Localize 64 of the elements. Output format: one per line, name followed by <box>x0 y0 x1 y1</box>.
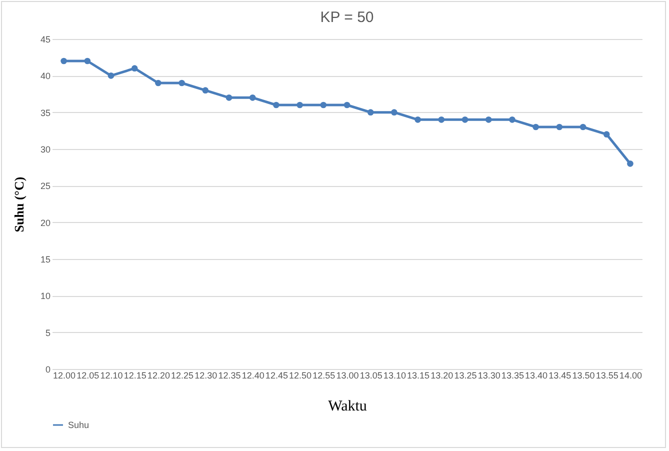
x-tick-label: 12.15 <box>124 370 146 380</box>
point <box>108 72 114 79</box>
x-tick-label: 13.20 <box>430 370 454 380</box>
x-tick-label: 13.50 <box>572 370 595 380</box>
point <box>273 102 280 108</box>
x-tick-label: 12.45 <box>265 370 288 380</box>
y-tick-label: 45 <box>40 34 50 44</box>
y-tick-label: 40 <box>40 71 50 82</box>
point <box>627 160 634 167</box>
point <box>438 116 445 123</box>
legend-label: Suhu <box>68 420 90 430</box>
point <box>249 94 256 101</box>
y-tick-label: 10 <box>40 291 50 302</box>
x-axis-title: Waktu <box>328 398 368 414</box>
point <box>155 80 162 86</box>
y-tick-label: 15 <box>40 254 50 264</box>
x-tick-label: 13.25 <box>454 370 477 380</box>
x-tick-label: 12.50 <box>289 370 312 380</box>
chart-title: KP = 50 <box>320 9 374 26</box>
y-axis-title: Suhu (°C) <box>11 176 26 232</box>
x-tick-label: 12.25 <box>171 370 194 380</box>
x-tick-label: 13.05 <box>360 370 382 380</box>
point <box>84 58 91 64</box>
point <box>367 109 374 116</box>
point <box>556 124 563 130</box>
x-tick-label: 12.10 <box>100 370 123 380</box>
point <box>580 124 586 130</box>
point <box>178 80 185 86</box>
x-tick-label: 12.30 <box>194 370 218 380</box>
y-tick-label: 30 <box>40 144 50 154</box>
point <box>603 131 610 138</box>
x-tick-label: 13.55 <box>596 370 618 380</box>
x-tick-label: 13.15 <box>407 370 430 380</box>
x-tick-label: 13.35 <box>501 370 524 380</box>
point <box>391 109 398 116</box>
y-tick-label: 5 <box>45 328 50 338</box>
x-tick-label: 12.05 <box>76 370 100 380</box>
y-tick-label: 25 <box>40 181 50 192</box>
x-tick-label: 13.40 <box>525 370 548 380</box>
x-tick-label: 12.55 <box>312 370 336 380</box>
x-tick-label: 12.40 <box>242 370 264 380</box>
point <box>532 124 539 130</box>
point <box>414 116 421 123</box>
y-tick-label: 35 <box>40 108 50 118</box>
x-tick-label: 13.00 <box>336 370 359 380</box>
point <box>296 102 303 108</box>
x-tick-label: 14.00 <box>619 370 642 380</box>
point <box>462 116 468 123</box>
x-tick-label: 12.00 <box>53 370 76 380</box>
x-tick-label: 12.35 <box>218 370 241 380</box>
point <box>226 94 232 101</box>
x-tick-label: 13.45 <box>548 370 572 380</box>
y-tick-label: 0 <box>45 364 50 374</box>
point <box>320 102 327 108</box>
x-tick-label: 12.20 <box>147 370 170 380</box>
x-tick-label: 13.10 <box>383 370 406 380</box>
point <box>131 65 138 72</box>
point <box>485 116 492 123</box>
point <box>509 116 516 123</box>
x-tick-label: 13.30 <box>478 370 500 380</box>
point <box>202 87 209 94</box>
y-tick-label: 20 <box>40 218 50 228</box>
point <box>344 102 350 108</box>
point <box>60 58 67 64</box>
